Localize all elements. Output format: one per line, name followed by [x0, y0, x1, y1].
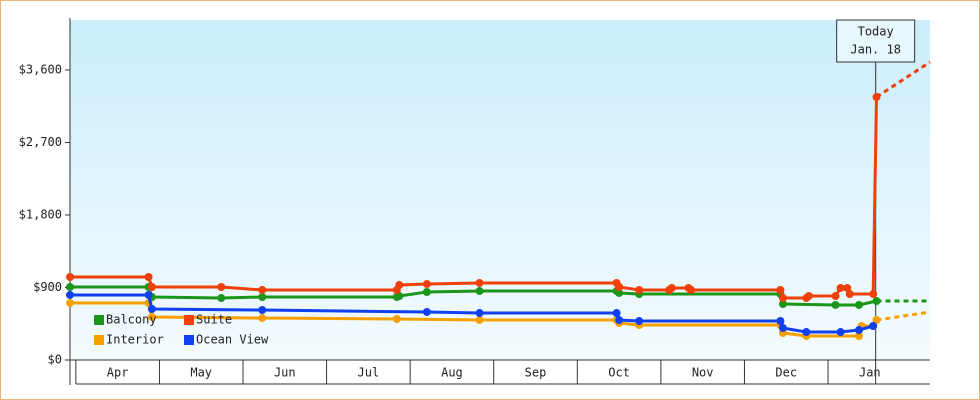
point — [147, 312, 156, 321]
point — [144, 290, 153, 299]
point — [66, 273, 74, 282]
point — [475, 287, 484, 296]
point — [872, 316, 881, 325]
point — [615, 288, 624, 297]
point — [147, 305, 156, 313]
point — [475, 278, 484, 287]
x-tick-label: May — [190, 366, 212, 380]
y-tick-label: $1,800 — [19, 207, 62, 221]
x-tick-label: Sep — [525, 366, 547, 380]
point — [635, 317, 644, 326]
point — [869, 290, 878, 299]
point — [836, 328, 845, 337]
forecast-line — [875, 60, 931, 99]
legend-swatch — [184, 315, 194, 325]
point — [147, 283, 156, 292]
point — [804, 292, 813, 301]
point — [475, 309, 484, 318]
point — [422, 288, 431, 296]
x-tick-label: Aug — [441, 366, 463, 380]
legend-swatch — [184, 335, 194, 345]
point — [612, 309, 621, 318]
point — [422, 280, 431, 289]
x-tick-label: Jul — [358, 366, 380, 380]
x-tick-label: Apr — [107, 366, 129, 380]
legend-label: Ocean View — [196, 333, 269, 347]
y-tick-label: $2,700 — [19, 135, 62, 149]
point — [869, 322, 878, 330]
point — [392, 314, 401, 323]
x-tick-label: Dec — [775, 366, 797, 380]
point — [843, 283, 852, 292]
point — [66, 299, 74, 308]
y-tick-label: $3,600 — [19, 62, 62, 76]
forecast-line — [876, 310, 931, 322]
x-tick-label: Oct — [608, 366, 630, 380]
point — [475, 316, 484, 325]
point — [778, 294, 787, 303]
legend-swatch — [94, 315, 104, 325]
today-label: Today — [858, 25, 894, 39]
point — [776, 285, 785, 294]
point — [872, 297, 881, 306]
y-tick-label: $0 — [48, 353, 62, 367]
y-tick-label: $900 — [33, 280, 62, 294]
point — [831, 292, 840, 301]
point — [615, 283, 624, 292]
point — [854, 331, 863, 340]
legend-label: Interior — [106, 333, 164, 347]
point — [615, 316, 624, 325]
point — [845, 290, 854, 299]
point — [217, 294, 226, 303]
point — [667, 283, 676, 292]
x-tick-label: Nov — [692, 366, 714, 380]
point — [635, 285, 644, 294]
today-box — [836, 19, 916, 63]
point — [395, 292, 404, 301]
point — [831, 300, 840, 309]
point — [776, 317, 785, 326]
point — [258, 285, 267, 294]
point — [258, 292, 267, 301]
point — [836, 283, 845, 292]
x-tick-label: Jun — [274, 366, 296, 380]
point — [66, 283, 74, 292]
point — [872, 93, 881, 102]
point — [802, 328, 811, 337]
point — [144, 273, 153, 282]
legend-label: Suite — [196, 313, 232, 327]
legend-label: Balcony — [106, 313, 157, 327]
point — [217, 283, 226, 292]
point — [258, 314, 267, 323]
point — [854, 300, 863, 309]
point — [778, 324, 787, 333]
x-tick-label: Jan — [859, 366, 881, 380]
today-label: Jan. 18 — [850, 43, 901, 57]
legend-swatch — [94, 335, 104, 345]
point — [686, 285, 695, 294]
point — [66, 290, 74, 299]
point — [258, 306, 267, 315]
point — [422, 307, 431, 316]
point — [778, 300, 787, 309]
point — [854, 326, 863, 335]
point — [395, 280, 404, 289]
